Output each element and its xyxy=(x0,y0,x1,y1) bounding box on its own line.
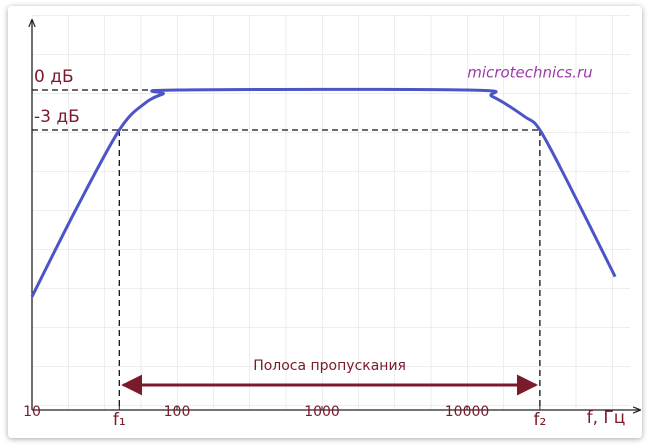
response-curve xyxy=(30,87,617,298)
y-tick-label: -3 дБ xyxy=(34,107,80,127)
x-tick-label: 1000 xyxy=(304,404,340,420)
grid-pattern xyxy=(32,15,630,410)
grid xyxy=(32,15,630,410)
y-tick-label: 0 дБ xyxy=(34,67,74,87)
x-axis-label: f, Гц xyxy=(587,408,626,428)
annotation: Полоса пропускания xyxy=(253,358,406,374)
x-tick-label: f₂ xyxy=(533,410,546,430)
watermark: microtechnics.ru xyxy=(467,64,592,82)
x-tick-label: 100 xyxy=(164,404,191,420)
x-tick-label: 10000 xyxy=(445,404,490,420)
x-tick-label: f₁ xyxy=(113,410,126,430)
x-tick-label: 10 xyxy=(23,404,41,420)
